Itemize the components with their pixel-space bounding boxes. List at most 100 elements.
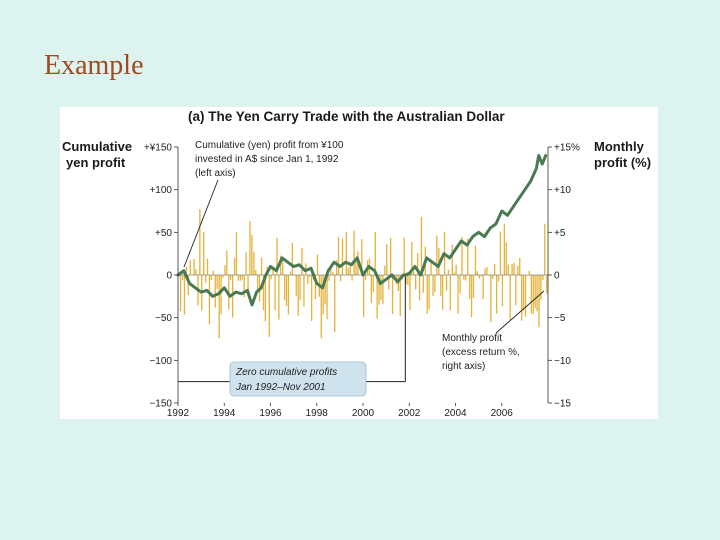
monthly-bar [480,275,482,277]
monthly-bar [193,258,195,275]
monthly-bar [482,275,484,300]
monthly-bar [407,275,409,286]
monthly-bar [206,258,209,275]
cumulative-profit-line [176,154,548,307]
monthly-bar [297,275,299,316]
monthly-bar [314,275,317,300]
monthly-bar [349,262,351,275]
left-tick-label: +100 [149,185,172,196]
left-tick-label: +¥150 [144,143,173,154]
monthly-bar [399,275,401,317]
monthly-bar [187,275,189,296]
monthly-bar [282,260,284,275]
monthly-bar [285,275,288,307]
monthly-bar [474,245,477,275]
monthly-bar [370,275,372,304]
yen-carry-trade-chart: (a) The Yen Carry Trade with the Austral… [62,109,651,419]
monthly-bar [463,275,465,280]
monthly-bar [536,275,538,312]
monthly-bar [181,275,184,281]
monthly-bar [532,275,534,315]
monthly-bar [422,275,424,293]
monthly-bar [513,262,515,275]
monthly-bar [218,275,220,339]
monthly-bar [411,242,413,275]
monthly-bar [245,252,247,275]
monthly-bar [361,239,363,275]
monthly-bar [345,231,347,275]
monthly-bar [257,275,259,292]
monthly-bar [214,275,216,308]
monthly-bar [534,275,536,309]
monthly-bar [233,258,236,275]
monthly-bar [488,275,490,276]
right-tick-label: −15 [554,399,571,410]
monthly-bar [241,275,243,280]
monthly-bar [391,275,394,314]
monthly-bar [278,275,280,320]
monthly-bar [390,238,392,275]
monthly-bar [467,238,469,275]
monthly-bar [235,232,238,275]
left-axis-title-line2: yen profit [66,155,126,170]
monthly-bar [544,223,546,275]
monthly-bar [272,266,274,275]
right-tick-label: −5 [554,313,566,324]
monthly-bar [509,275,511,321]
monthly-bar [232,275,234,318]
monthly-bar [494,263,496,275]
annotation-cumulative-line3: (left axis) [195,168,236,179]
monthly-bar [320,275,322,339]
monthly-bar [222,275,224,278]
monthly-bar [442,275,444,310]
right-tick-label: +5 [554,228,566,239]
monthly-bar [507,264,509,275]
monthly-bar [420,216,423,275]
monthly-bar [440,275,442,296]
annotation-monthly-line2: (excess return %, [442,347,520,358]
monthly-bar [220,275,222,315]
annotation-cumulative-line2: invested in A$ since Jan 1, 1992 [195,154,339,165]
monthly-bar [208,275,211,325]
monthly-bar [237,275,239,281]
monthly-bar [203,232,205,275]
monthly-bar [511,264,513,275]
monthly-bar [409,275,411,310]
monthly-bar [255,269,257,275]
x-tick-label: 1992 [167,408,190,419]
monthly-bar [284,275,286,301]
monthly-bar [497,275,500,282]
monthly-bar [430,261,432,275]
monthly-bar [311,275,313,322]
annotation-monthly-line1: Monthly profit [442,333,502,344]
right-tick-label: +10 [554,185,571,196]
monthly-bar [492,275,494,279]
monthly-bar [262,275,265,310]
monthly-bar [542,275,544,281]
monthly-bar [540,275,542,300]
monthly-bar [501,275,504,307]
monthly-bar [515,275,517,306]
right-tick-label: +15% [554,143,580,154]
monthly-bar [339,275,342,282]
monthly-bar [372,275,374,293]
x-tick-label: 2006 [491,408,514,419]
monthly-bar [470,275,473,318]
monthly-bar [538,275,540,328]
monthly-bar [230,275,232,280]
monthly-bar [189,260,191,275]
annotation-cumulative-line1: Cumulative (yen) profit from ¥100 [195,140,344,151]
monthly-bar [353,230,355,275]
monthly-bar [322,275,324,315]
annotation-monthly-pointer [495,290,545,334]
monthly-bar [415,275,417,290]
right-axis-title-line1: Monthly [594,139,645,154]
monthly-bar [380,275,382,301]
monthly-bar [524,275,527,317]
monthly-bar [224,265,226,275]
monthly-bar [183,275,186,315]
monthly-bar [195,269,197,275]
monthly-bar [459,275,461,294]
monthly-bar [247,275,249,297]
monthly-bar [332,272,334,275]
